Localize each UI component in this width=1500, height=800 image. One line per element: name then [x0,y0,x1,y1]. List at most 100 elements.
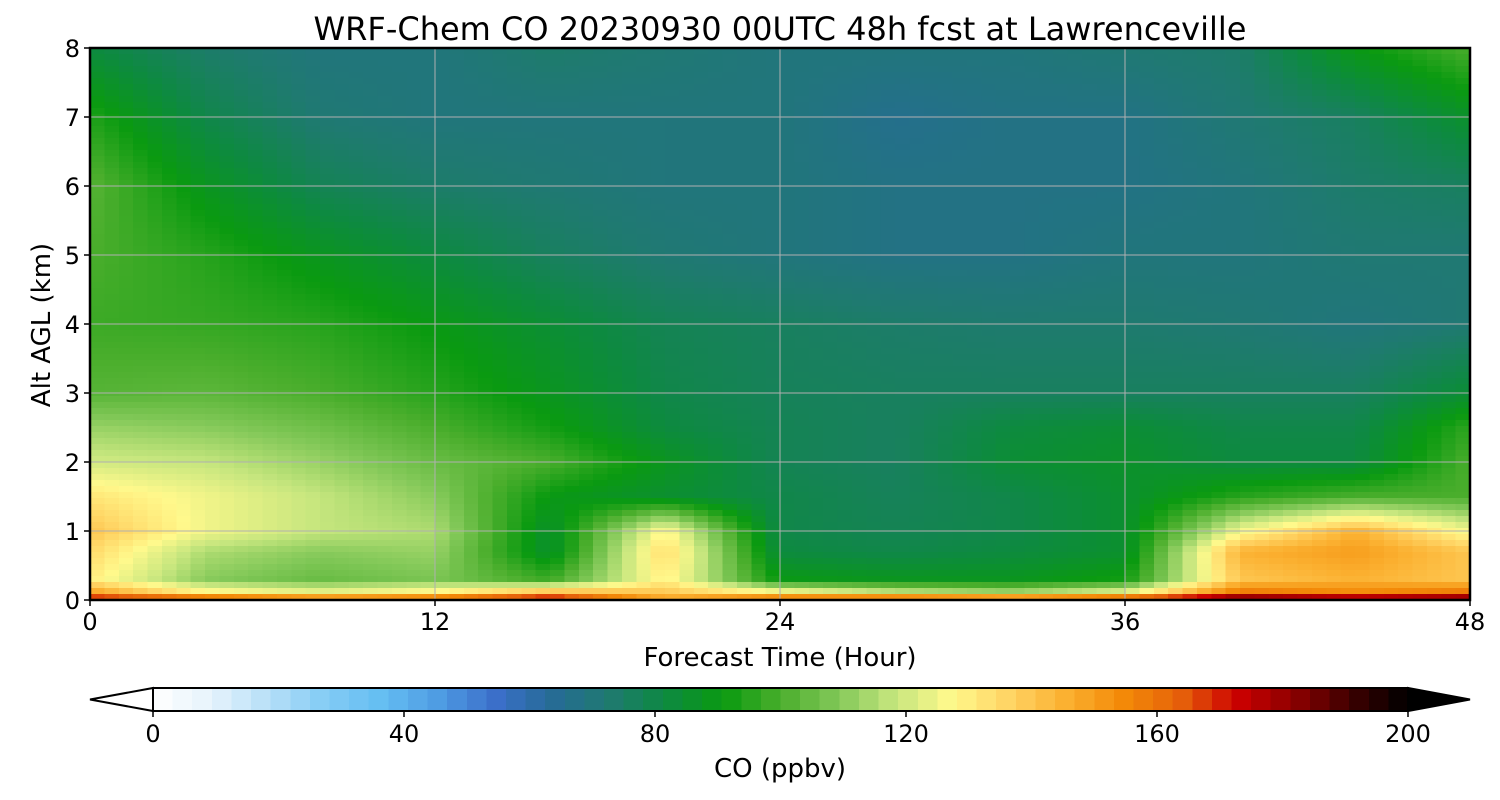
heatmap-cell [708,180,724,187]
heatmap-cell [665,294,680,301]
heatmap-cell [262,336,278,343]
heatmap-cell [406,258,422,265]
heatmap-cell [866,198,882,205]
heatmap-cell [233,348,249,355]
heatmap-cell [1196,72,1212,79]
heatmap-cell [866,246,882,253]
heatmap-cell [593,144,609,151]
heatmap-cell [909,180,925,187]
heatmap-cell [679,330,695,337]
heatmap-cell [334,126,350,133]
heatmap-cell [823,312,839,319]
heatmap-cell [90,90,105,97]
heatmap-cell [291,186,307,193]
heatmap-cell [147,192,163,199]
heatmap-cell [564,216,580,223]
heatmap-cell [1038,228,1054,235]
heatmap-cell [521,162,537,169]
heatmap-cell [1254,354,1270,361]
heatmap-cell [1311,228,1327,235]
heatmap-cell [291,204,307,211]
heatmap-cell [923,120,939,127]
heatmap-cell [463,204,479,211]
heatmap-cell [1426,222,1442,229]
heatmap-cell [506,150,522,157]
heatmap-cell [780,336,795,343]
heatmap-cell [995,102,1011,109]
heatmap-cell [1326,282,1342,289]
heatmap-cell [176,132,192,139]
heatmap-cell [391,336,407,343]
heatmap-cell [1297,312,1313,319]
heatmap-cell [851,138,867,145]
heatmap-cell [621,96,637,103]
heatmap-cell [1182,138,1198,145]
heatmap-cell [966,162,982,169]
heatmap-cell [463,174,479,181]
heatmap-cell [578,192,594,199]
heatmap-cell [377,66,393,73]
heatmap-cell [1053,108,1069,115]
heatmap-cell [406,300,422,307]
heatmap-cell [564,336,580,343]
heatmap-cell [205,264,220,271]
heatmap-cell [607,204,623,211]
heatmap-cell [593,234,609,241]
heatmap-cell [521,282,537,289]
heatmap-cell [1297,330,1313,337]
heatmap-cell [161,240,177,247]
heatmap-cell [248,354,264,361]
heatmap-cell [320,90,335,97]
heatmap-cell [506,324,522,331]
heatmap-cell [1240,222,1255,229]
heatmap-cell [161,54,177,61]
heatmap-cell [104,120,120,127]
heatmap-cell [1038,132,1054,139]
heatmap-cell [851,186,867,193]
heatmap-cell [348,66,364,73]
heatmap-cell [248,186,264,193]
heatmap-cell [1254,180,1270,187]
heatmap-cell [1355,90,1370,97]
heatmap-cell [492,222,508,229]
heatmap-cell [147,222,163,229]
heatmap-cell [478,222,494,229]
heatmap-cell [1182,168,1198,175]
co-field [90,48,1471,601]
heatmap-cell [1240,78,1255,85]
heatmap-cell [1196,300,1212,307]
heatmap-cell [348,306,364,313]
heatmap-cell [420,204,436,211]
heatmap-cell [1196,348,1212,355]
heatmap-cell [765,306,781,313]
heatmap-cell [808,168,824,175]
heatmap-cell [1010,90,1025,97]
heatmap-cell [147,162,163,169]
heatmap-cell [233,78,249,85]
heatmap-cell [909,108,925,115]
heatmap-cell [262,312,278,319]
heatmap-cell [1311,186,1327,193]
heatmap-cell [535,132,551,139]
heatmap-cell [823,342,839,349]
heatmap-cell [808,126,824,133]
heatmap-cell [636,78,652,85]
heatmap-cell [679,288,695,295]
heatmap-cell [535,150,551,157]
heatmap-cell [1426,342,1442,349]
heatmap-cell [1125,144,1140,151]
heatmap-cell [535,354,551,361]
heatmap-cell [1311,120,1327,127]
heatmap-cell [1426,246,1442,253]
heatmap-cell [665,228,680,235]
heatmap-cell [1053,330,1069,337]
heatmap-cell [736,210,752,217]
heatmap-cell [133,276,149,283]
heatmap-cell [564,90,580,97]
heatmap-cell [535,78,551,85]
heatmap-cell [1125,48,1140,55]
heatmap-cell [521,174,537,181]
heatmap-cell [147,288,163,295]
heatmap-cell [521,84,537,91]
heatmap-cell [1053,306,1069,313]
